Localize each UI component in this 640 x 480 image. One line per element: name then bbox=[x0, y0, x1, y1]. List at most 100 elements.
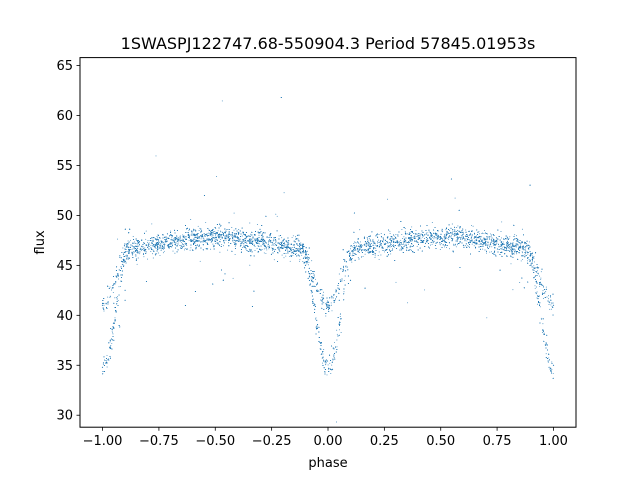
data-point bbox=[162, 245, 164, 247]
data-point bbox=[110, 345, 112, 346]
data-point bbox=[238, 231, 240, 233]
data-point bbox=[261, 236, 263, 238]
data-point bbox=[233, 241, 235, 243]
data-point bbox=[435, 234, 437, 236]
data-point bbox=[457, 237, 459, 239]
data-point bbox=[484, 230, 485, 231]
data-point bbox=[290, 250, 292, 252]
data-point bbox=[443, 236, 445, 237]
data-point bbox=[527, 253, 529, 255]
data-point bbox=[123, 264, 125, 266]
data-point bbox=[442, 231, 443, 233]
data-point bbox=[402, 244, 404, 245]
data-point bbox=[449, 235, 450, 237]
data-point bbox=[325, 363, 327, 365]
data-point bbox=[550, 304, 552, 306]
data-point bbox=[261, 249, 263, 251]
data-point bbox=[162, 243, 164, 245]
data-point bbox=[410, 237, 412, 239]
data-point bbox=[159, 241, 160, 243]
data-point bbox=[143, 241, 144, 243]
data-point bbox=[525, 243, 527, 244]
data-point bbox=[540, 278, 542, 280]
data-point bbox=[499, 245, 501, 247]
data-point bbox=[274, 242, 276, 244]
data-point bbox=[104, 360, 106, 362]
data-point bbox=[138, 245, 140, 247]
data-point bbox=[267, 241, 269, 243]
data-point bbox=[519, 282, 521, 284]
data-point bbox=[310, 278, 312, 280]
data-point bbox=[179, 237, 181, 239]
data-point bbox=[457, 225, 459, 227]
data-point bbox=[481, 233, 483, 234]
data-point bbox=[517, 241, 519, 243]
data-point bbox=[212, 246, 214, 248]
data-point bbox=[520, 260, 522, 262]
data-point bbox=[551, 371, 553, 373]
data-point bbox=[500, 231, 502, 232]
data-point bbox=[409, 238, 410, 240]
data-point bbox=[237, 239, 239, 241]
data-point bbox=[525, 252, 527, 254]
data-point bbox=[326, 374, 328, 376]
data-point bbox=[220, 231, 222, 233]
data-point bbox=[268, 245, 270, 247]
data-point bbox=[126, 243, 128, 244]
data-point bbox=[184, 243, 186, 244]
data-point bbox=[534, 285, 536, 287]
data-point bbox=[403, 241, 405, 243]
data-point bbox=[124, 259, 126, 261]
data-point bbox=[201, 241, 202, 243]
data-point bbox=[474, 241, 476, 243]
data-point bbox=[109, 297, 111, 299]
data-point bbox=[332, 358, 334, 360]
data-point bbox=[127, 240, 129, 242]
data-point bbox=[466, 238, 468, 240]
data-point bbox=[324, 364, 326, 366]
data-point bbox=[145, 238, 147, 240]
data-point bbox=[186, 245, 188, 247]
data-point bbox=[436, 236, 438, 237]
data-point bbox=[207, 232, 209, 234]
data-point bbox=[516, 252, 518, 254]
data-point bbox=[436, 237, 438, 239]
data-point bbox=[150, 240, 152, 242]
data-point bbox=[539, 285, 541, 287]
data-point bbox=[231, 236, 233, 238]
data-point bbox=[545, 291, 547, 293]
data-point bbox=[246, 242, 248, 244]
data-point bbox=[322, 301, 324, 303]
data-point bbox=[424, 289, 426, 291]
data-point bbox=[377, 240, 378, 242]
data-point bbox=[331, 296, 333, 298]
data-point bbox=[108, 358, 109, 360]
data-point bbox=[444, 238, 446, 240]
data-point bbox=[277, 247, 279, 249]
data-point bbox=[531, 254, 533, 256]
data-point bbox=[147, 244, 149, 246]
data-point bbox=[229, 234, 231, 236]
data-point bbox=[411, 237, 413, 238]
data-point bbox=[340, 332, 342, 333]
data-point bbox=[536, 293, 538, 295]
data-point bbox=[489, 233, 491, 235]
data-point bbox=[248, 239, 250, 241]
data-point bbox=[163, 241, 165, 243]
data-point bbox=[391, 246, 392, 247]
data-point bbox=[446, 247, 448, 249]
data-point bbox=[227, 249, 229, 251]
data-point bbox=[380, 254, 382, 256]
data-point bbox=[431, 243, 433, 245]
data-point bbox=[374, 255, 376, 257]
data-point bbox=[536, 267, 538, 269]
scatter-points bbox=[101, 96, 555, 423]
data-point bbox=[189, 236, 190, 238]
data-point bbox=[421, 236, 423, 238]
data-point bbox=[435, 234, 437, 236]
data-point bbox=[377, 242, 379, 244]
data-point bbox=[238, 229, 240, 230]
data-point bbox=[510, 263, 512, 265]
data-point bbox=[449, 235, 451, 236]
data-point bbox=[549, 308, 551, 310]
